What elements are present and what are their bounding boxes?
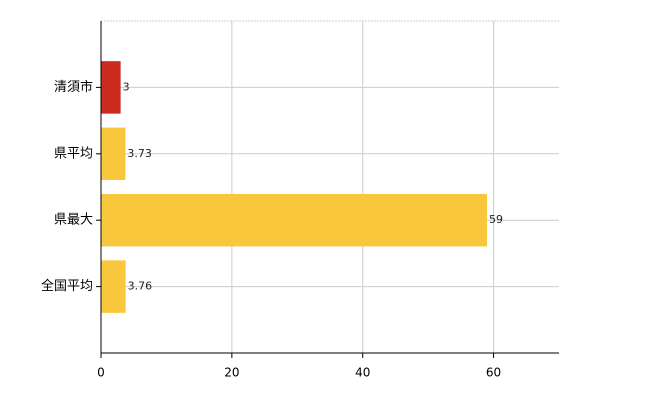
bar xyxy=(101,61,121,114)
y-tick-label: 県最大 xyxy=(54,213,93,228)
value-label: 3.73 xyxy=(127,147,151,160)
y-tick-label: 県平均 xyxy=(54,146,93,161)
value-label: 3.76 xyxy=(128,280,152,293)
y-tick-label: 全国平均 xyxy=(41,278,93,294)
x-tick-label: 40 xyxy=(355,366,370,380)
value-label: 59 xyxy=(489,213,503,226)
y-tick-label: 清須市 xyxy=(54,79,93,95)
bar xyxy=(101,127,126,181)
x-tick-label: 20 xyxy=(224,366,239,380)
x-tick-label: 60 xyxy=(486,366,501,380)
value-label: 3 xyxy=(123,80,130,93)
bar xyxy=(101,260,126,313)
x-tick-label: 0 xyxy=(97,366,105,380)
bar xyxy=(101,193,488,247)
